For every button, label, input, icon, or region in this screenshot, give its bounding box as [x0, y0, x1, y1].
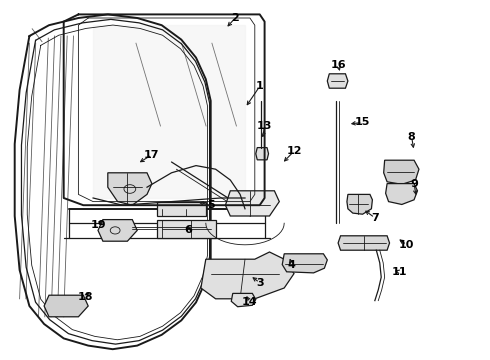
Text: 15: 15: [355, 117, 370, 127]
Text: 3: 3: [256, 278, 264, 288]
Text: 18: 18: [78, 292, 94, 302]
Polygon shape: [157, 220, 216, 238]
Polygon shape: [98, 220, 137, 241]
Text: 14: 14: [242, 297, 258, 307]
Text: 19: 19: [90, 220, 106, 230]
Polygon shape: [157, 202, 206, 216]
Polygon shape: [386, 184, 417, 204]
Text: 2: 2: [231, 13, 239, 23]
Polygon shape: [93, 25, 245, 198]
Text: 6: 6: [185, 225, 193, 235]
Text: 7: 7: [371, 213, 379, 223]
Text: 11: 11: [392, 267, 407, 277]
Text: 16: 16: [330, 60, 346, 70]
Text: 4: 4: [288, 260, 295, 270]
Text: 1: 1: [256, 81, 264, 91]
Polygon shape: [231, 293, 256, 307]
Text: 10: 10: [399, 240, 415, 250]
Text: 13: 13: [257, 121, 272, 131]
Polygon shape: [384, 160, 419, 184]
Text: 5: 5: [207, 200, 215, 210]
Polygon shape: [327, 74, 348, 88]
Polygon shape: [108, 173, 152, 205]
Text: 12: 12: [286, 146, 302, 156]
Text: 8: 8: [408, 132, 416, 142]
Text: 17: 17: [144, 150, 160, 160]
Polygon shape: [256, 148, 269, 160]
Polygon shape: [338, 236, 390, 250]
Polygon shape: [225, 191, 279, 216]
Text: 9: 9: [410, 179, 418, 189]
Polygon shape: [44, 295, 88, 317]
Polygon shape: [282, 254, 327, 273]
Polygon shape: [347, 194, 372, 214]
Polygon shape: [201, 252, 294, 299]
